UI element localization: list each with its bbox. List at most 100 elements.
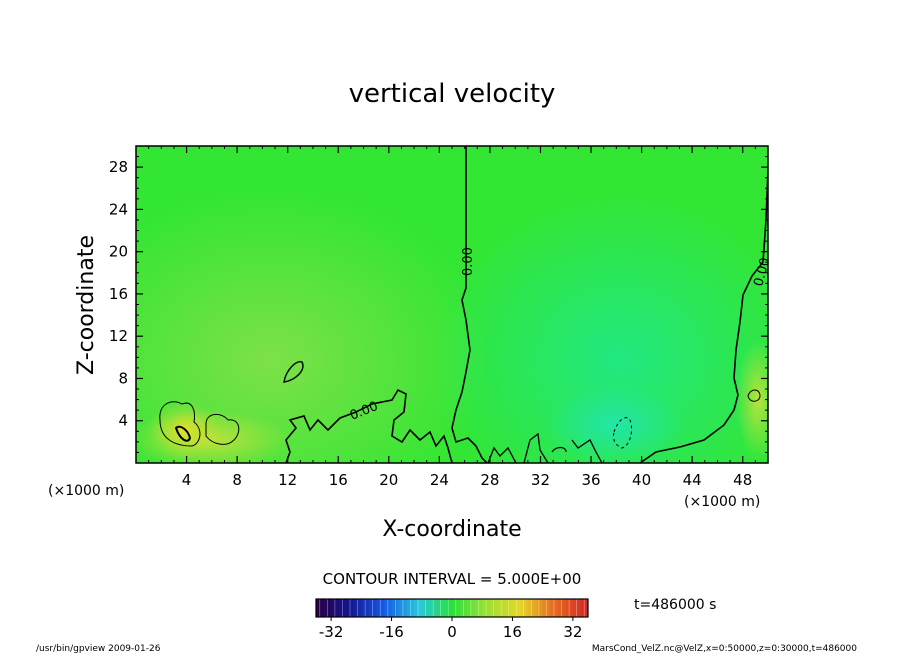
- colorbar-segment: [380, 599, 385, 617]
- contour-bottom-bumps: [487, 432, 603, 463]
- field-right-region: [430, 190, 768, 463]
- colorbar-segment: [353, 599, 359, 617]
- contour-small-blob: [283, 361, 304, 383]
- colorbar-segment: [535, 599, 540, 617]
- colorbar-segment: [425, 599, 430, 617]
- colorbar-segment: [376, 599, 381, 617]
- colorbar-segment: [523, 599, 529, 617]
- colorbar-segment: [561, 599, 566, 617]
- colorbar-segment: [565, 599, 570, 617]
- colorbar-segment: [414, 599, 419, 617]
- time-label: t=486000 s: [634, 597, 716, 613]
- colorbar-segment: [546, 599, 551, 617]
- colorbar-segment: [527, 599, 532, 617]
- x-tick-label: 28: [480, 471, 499, 489]
- contour-left-cell-2: [205, 414, 240, 445]
- colorbar-segment: [350, 599, 355, 617]
- colorbar-segment: [452, 599, 457, 617]
- field-cyan-core: [545, 385, 685, 463]
- colorbar: -32 -16 0 16 32: [315, 598, 589, 641]
- x-tick-label: 32: [531, 471, 550, 489]
- colorbar-segment: [429, 599, 434, 617]
- x-tick-label: 40: [632, 471, 651, 489]
- colorbar-segment: [501, 599, 506, 617]
- y-tick-label: 20: [109, 243, 128, 261]
- colorbar-segment: [557, 599, 563, 617]
- colorbar-segment: [478, 599, 483, 617]
- colorbar-segment: [474, 599, 479, 617]
- colorbar-tick-label: -16: [379, 623, 404, 641]
- x-tick-label: 44: [683, 471, 702, 489]
- x-tick-label: 4: [182, 471, 192, 489]
- colorbar-segment: [436, 599, 442, 617]
- x-tick-label: 8: [232, 471, 242, 489]
- footer-source: MarsCond_VelZ.nc@VelZ,x=0:50000,z=0:3000…: [592, 644, 857, 654]
- colorbar-segment: [531, 599, 536, 617]
- colorbar-segment: [327, 599, 332, 617]
- colorbar-segment: [584, 599, 589, 617]
- colorbar-tick-label: 16: [503, 623, 522, 641]
- y-tick-label: 12: [109, 327, 128, 345]
- colorbar-segment: [399, 599, 404, 617]
- colorbar-segment: [410, 599, 415, 617]
- x-unit-label: (×1000 m): [684, 494, 760, 510]
- colorbar-segment: [444, 599, 449, 617]
- colorbar-tick-label: 0: [447, 623, 457, 641]
- x-tick-label: 36: [581, 471, 600, 489]
- colorbar-segment: [365, 599, 370, 617]
- colorbar-segment: [357, 599, 362, 617]
- colorbar-segment: [486, 599, 491, 617]
- contour-lines: [159, 146, 768, 463]
- colorbar-segment: [497, 599, 502, 617]
- colorbar-segment: [542, 599, 547, 617]
- x-tick-label: 16: [329, 471, 348, 489]
- colorbar-segment: [391, 599, 396, 617]
- colorbar-segment: [395, 599, 400, 617]
- contour-label-zero-1: 0.00: [461, 247, 476, 276]
- colorbar-tick-label: 32: [563, 623, 582, 641]
- contour-left-cell: [159, 401, 201, 447]
- colorbar-segment: [323, 599, 328, 617]
- contour-right-blob: [747, 389, 761, 402]
- field-right-edge-warm: [736, 340, 768, 460]
- colorbar-segment: [346, 599, 351, 617]
- colorbar-segment: [520, 599, 525, 617]
- colorbar-segment: [470, 599, 476, 617]
- y-tick-label: 28: [109, 158, 128, 176]
- colorbar-segment: [361, 599, 366, 617]
- colorbar-segment: [372, 599, 377, 617]
- colorbar-segment: [493, 599, 498, 617]
- velocity-field: [136, 146, 768, 463]
- x-tick-label: 48: [733, 471, 752, 489]
- colorbar-segment: [338, 599, 343, 617]
- colorbar-segment: [550, 599, 555, 617]
- y-unit-label: (×1000 m): [48, 483, 124, 499]
- colorbar-segment: [319, 599, 325, 617]
- y-axis-label: Z-coordinate: [74, 235, 99, 375]
- colorbar-segment: [384, 599, 389, 617]
- x-tick-label: 20: [379, 471, 398, 489]
- colorbar-segment: [576, 599, 581, 617]
- colorbar-segment: [504, 599, 510, 617]
- colorbar-segment: [342, 599, 347, 617]
- colorbar-segment: [508, 599, 513, 617]
- zero-contour-right: [639, 169, 768, 463]
- colorbar-segment: [554, 599, 559, 617]
- colorbar-segment: [334, 599, 340, 617]
- colorbar-segment: [418, 599, 423, 617]
- colorbar-segment: [580, 599, 585, 617]
- colorbar-segment: [572, 599, 578, 617]
- colorbar-tick-label: -32: [319, 623, 344, 641]
- colorbar-segment: [448, 599, 453, 617]
- colorbar-segment: [387, 599, 393, 617]
- colorbar-segment: [316, 599, 321, 617]
- y-tick-label: 16: [109, 285, 128, 303]
- footer-program: /usr/bin/gpview 2009-01-26: [36, 644, 161, 654]
- colorbar-segment: [455, 599, 461, 617]
- colorbar-segment: [459, 599, 464, 617]
- y-tick-label: 24: [109, 200, 128, 218]
- colorbar-segment: [463, 599, 468, 617]
- contour-interval-text: CONTOUR INTERVAL = 5.000E+00: [323, 570, 582, 588]
- colorbar-segment: [331, 599, 336, 617]
- y-tick-label: 4: [118, 412, 128, 430]
